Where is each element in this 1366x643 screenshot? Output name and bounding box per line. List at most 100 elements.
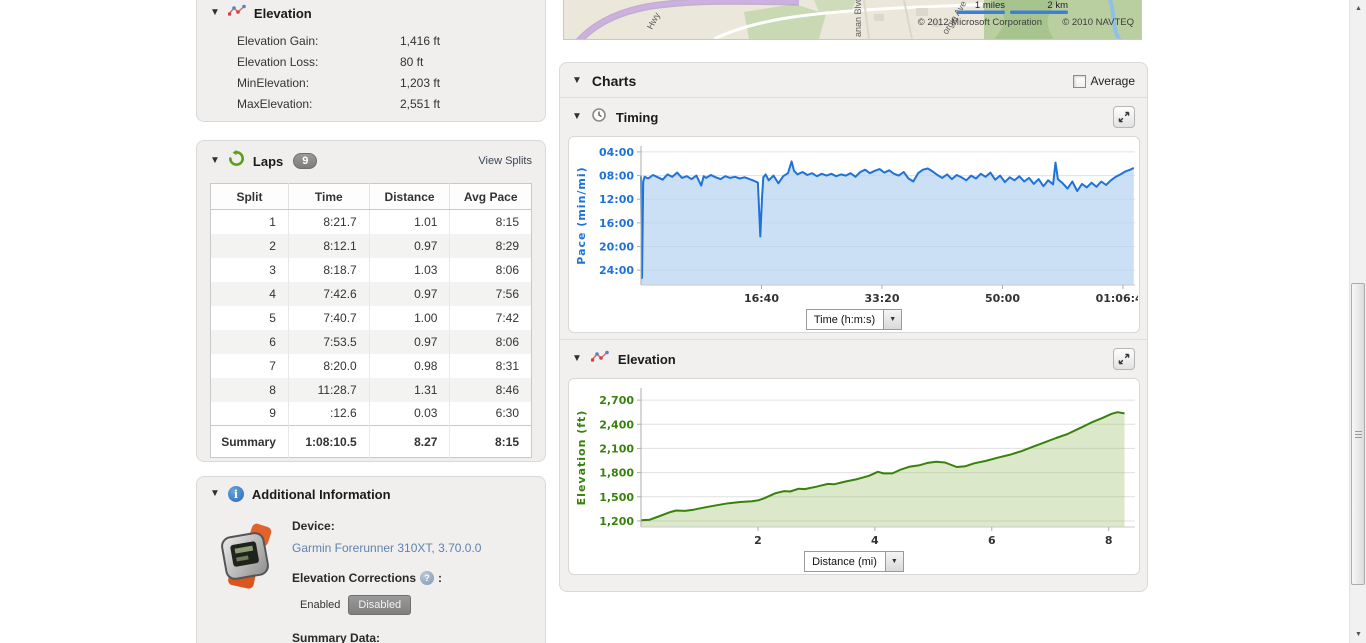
column-header: Avg Pace [449,183,532,210]
elevation-x-axis-unit-dropdown[interactable]: Distance (mi) ▼ [804,551,904,572]
lap-cell: 1.03 [369,257,451,282]
summary-row: Elevation Loss: 80 ft [197,52,545,73]
expand-icon [1118,111,1130,123]
collapse-triangle-icon[interactable]: ▼ [572,353,582,364]
expand-elevation-chart-button[interactable] [1113,348,1135,370]
copyright-navteq: © 2010 NAVTEQ [1062,17,1134,28]
lap-row: 9:12.6 0.03 6:30 [210,401,532,426]
lap-row: 6 7:53.5 0.97 8:06 [210,329,532,354]
lap-cell: 8:15 [495,214,519,229]
laps-summary-row: Summary 1:08:10.5 8.27 8:15 [210,425,532,458]
elevation-chart-title: Elevation [617,351,676,367]
scroll-up-button[interactable]: ▲ [1350,0,1366,17]
svg-text:8: 8 [1105,534,1113,547]
river [1107,0,1122,39]
enabled-option[interactable]: Enabled [300,599,341,611]
device-version: , 3.70.0.0 [431,541,482,555]
panel-title-additional-information: Additional Information [251,486,391,502]
svg-text:01:06:40: 01:06:40 [1096,292,1138,305]
summary-row: Elevation Gain: 1,416 ft [197,31,545,52]
lap-cell: 0.97 [369,281,451,306]
svg-text:24:00: 24:00 [599,264,634,277]
laps-icon [228,150,245,172]
summary-value: 80 ft [400,55,424,69]
svg-text:16:00: 16:00 [599,217,634,230]
summary-value: 2,551 ft [400,97,441,111]
svg-text:2: 2 [754,534,762,547]
summary-label: MinElevation: [237,76,310,90]
panel-title-elevation: Elevation [253,5,312,21]
elevation-summary-rows: Elevation Gain: 1,416 ft Elevation Loss:… [197,27,545,115]
lap-cell: 9 [210,401,289,426]
average-label[interactable]: Average [1090,74,1135,88]
lap-cell: :12.6 [288,401,370,426]
lap-cell: 0.97 [369,233,451,258]
scale-bar-km [1010,10,1068,14]
svg-text:Elevation (ft): Elevation (ft) [575,410,588,506]
lap-cell: 6 [210,329,289,354]
lap-cell: 6:30 [495,406,519,421]
expand-timing-chart-button[interactable] [1113,106,1135,128]
lap-cell: 4 [210,281,289,306]
help-icon[interactable]: ? [420,571,435,585]
laps-table: Split Time Distance Avg Pace 1 8:21.7 1.01… [210,183,532,458]
lap-cell: 8 [210,377,289,402]
lap-cell: 1 [210,209,289,234]
vertical-scrollbar[interactable]: ▲ ▼ [1349,0,1366,643]
summary-cell: 8:15 [449,425,532,458]
summary-cell: Summary [210,425,289,458]
collapse-triangle-icon[interactable]: ▼ [572,75,582,86]
laps-panel: ▼ Laps 9 View Splits Split Time Distance… [196,140,546,462]
svg-text:6: 6 [988,534,996,547]
svg-text:1,500: 1,500 [599,491,634,504]
svg-text:12:00: 12:00 [599,193,634,206]
scrollbar-thumb[interactable] [1351,283,1365,585]
lap-cell: 1.00 [369,305,451,330]
chevron-down-icon[interactable]: ▼ [884,552,903,571]
column-header: Time [288,183,370,210]
lap-cell: 7:40.7 [288,305,370,330]
collapse-triangle-icon[interactable]: ▼ [210,488,220,499]
lap-cell: 8:29 [449,233,532,258]
charts-panel: ▼ Charts Average ▼ Timing 04:00 08:00 12:0… [559,62,1148,592]
svg-text:50:00: 50:00 [985,292,1020,305]
summary-data-label: Summary Data: [292,631,381,643]
lap-row: 3 8:18.7 1.03 8:06 [210,257,532,282]
lap-row: 7 8:20.0 0.98 8:31 [210,353,532,378]
svg-text:16:40: 16:40 [744,292,779,305]
lap-cell: 8:31 [495,358,519,373]
lap-row: 4 7:42.6 0.97 7:56 [210,281,532,306]
scale-miles-label: 1 miles [975,0,1005,11]
lap-cell: 8:18.7 [288,257,370,282]
collapse-triangle-icon[interactable]: ▼ [210,7,220,18]
summary-label: MaxElevation: [237,97,313,111]
device-link[interactable]: Garmin Forerunner 310XT [292,541,432,555]
lap-cell: 11:28.7 [288,377,370,402]
panel-title-laps: Laps [252,153,284,169]
collapse-triangle-icon[interactable]: ▼ [572,111,582,122]
elevation-summary-panel: ▼ Elevation Elevation Gain: 1,416 ft Ele… [196,0,546,122]
chevron-down-icon[interactable]: ▼ [883,310,902,329]
summary-label: Elevation Gain: [237,34,319,48]
timing-x-axis-unit-dropdown[interactable]: Time (h:m:s) ▼ [805,309,903,330]
elevation-chart-card: 1,200 1,500 1,800 2,100 2,400 2,700 2 4 6 8 Elevat… [568,378,1140,575]
lap-row: 2 8:12.1 0.97 8:29 [210,233,532,258]
clock-icon [591,107,607,128]
svg-text:Pace (min/mi): Pace (min/mi) [575,166,588,264]
elevation-profile-chart[interactable]: 1,200 1,500 1,800 2,100 2,400 2,700 2 4 6 8 Elevat… [572,383,1138,551]
column-header: Distance [369,183,451,210]
timing-pace-chart[interactable]: 04:00 08:00 12:00 16:00 20:00 24:00 16:40 33:20… [572,141,1138,309]
route-map[interactable]: Hwy anan Blvd orgia Ave 1 miles 2 km © 2… [563,0,1142,40]
scroll-down-button[interactable]: ▼ [1350,626,1366,643]
lap-row: 1 8:21.7 1.01 8:15 [210,209,532,234]
svg-text:1,800: 1,800 [599,467,634,480]
collapse-triangle-icon[interactable]: ▼ [210,155,220,166]
svg-text:4: 4 [871,534,879,547]
copyright-microsoft: © 2012 Microsoft Corporation [918,17,1042,28]
svg-text:1,200: 1,200 [599,515,634,528]
svg-text:33:20: 33:20 [864,292,899,305]
average-checkbox[interactable] [1072,74,1086,88]
timing-chart-card: 04:00 08:00 12:00 16:00 20:00 24:00 16:40 33:20… [568,136,1140,333]
disabled-option-button[interactable]: Disabled [348,595,412,615]
view-splits-link[interactable]: View Splits [478,155,532,167]
